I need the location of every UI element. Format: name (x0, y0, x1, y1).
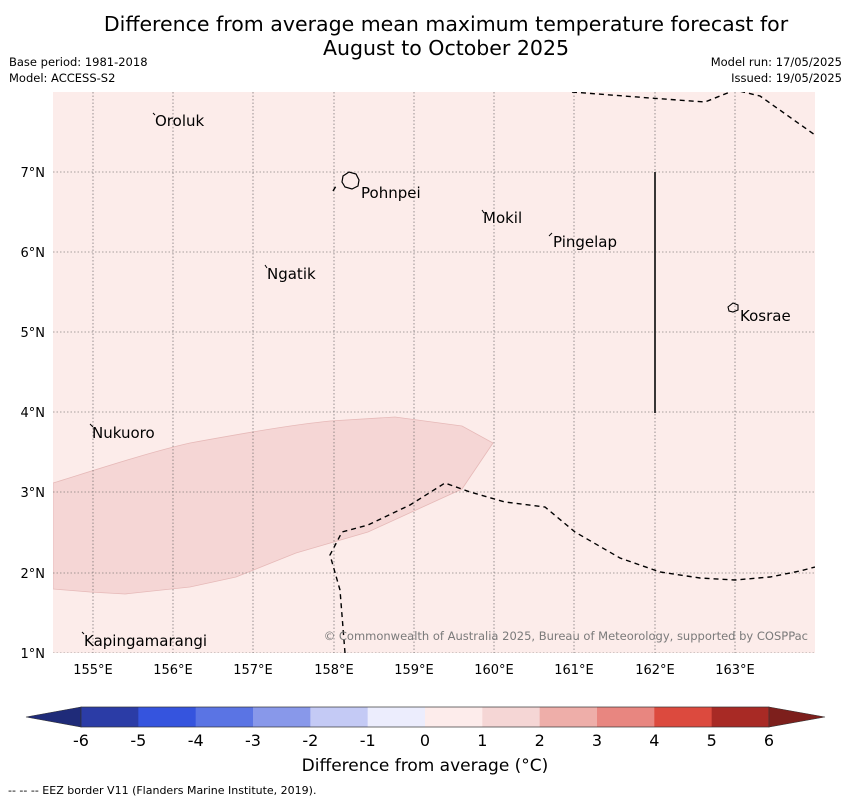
colorbar-label: Difference from average (°C) (301, 756, 549, 776)
lon-label-163e: 163°E (715, 663, 755, 678)
run-info: Model run: 17/05/2025 Issued: 19/05/2025 (711, 54, 842, 86)
lon-label-155e: 155°E (73, 663, 113, 678)
colorbar-tick-label: 0 (420, 731, 430, 750)
colorbar-tick-label: 2 (535, 731, 545, 750)
lon-label-161e: 161°E (554, 663, 594, 678)
place-pingelap: Pingelap (553, 233, 617, 251)
anomaly-region-1-to-2 (53, 416, 494, 595)
colorbar-swatch (253, 707, 311, 727)
place-nukuoro: Nukuoro (92, 424, 155, 442)
colorbar-tick-label: 6 (764, 731, 774, 750)
colorbar-tick-label: -6 (73, 731, 89, 750)
lon-label-156e: 156°E (153, 663, 193, 678)
colorbar-tick-label: -5 (130, 731, 146, 750)
lat-label-6n: 6°N (21, 246, 46, 261)
colorbar-swatch (138, 707, 197, 727)
copyright-notice: © Commonwealth of Australia 2025, Bureau… (324, 629, 808, 643)
place-ngatik: Ngatik (267, 265, 316, 283)
colorbar-swatch (81, 707, 139, 727)
lat-label-5n: 5°N (21, 326, 46, 341)
colorbar-swatch (195, 707, 254, 727)
colorbar-swatch (539, 707, 598, 727)
base-period: Base period: 1981-2018 (9, 55, 148, 69)
lon-label-157e: 157°E (233, 663, 273, 678)
lat-label-4n: 4°N (21, 406, 46, 421)
eez-borders (329, 92, 815, 653)
colorbar-tick-label: -4 (188, 731, 204, 750)
colorbar-tick-label: -1 (360, 731, 376, 750)
eez-footnote: -- -- -- EEZ border V11 (Flanders Marine… (8, 784, 317, 797)
pohnpei-island (341, 171, 360, 190)
place-pohnpei: Pohnpei (361, 184, 421, 202)
colorbar-swatch (711, 707, 770, 727)
colorbar-over-arrow (768, 706, 826, 728)
lat-label-3n: 3°N (21, 486, 46, 501)
colorbar-ticks: -6 -5 -4 -3 -2 -1 0 1 2 3 4 5 6 (73, 731, 774, 750)
colorbar-swatch (310, 707, 369, 727)
colorbar-tick-label: 4 (649, 731, 659, 750)
lon-label-160e: 160°E (474, 663, 514, 678)
lon-label-158e: 158°E (314, 663, 354, 678)
colorbar-tick-label: 3 (592, 731, 602, 750)
longitude-labels: 155°E 156°E 157°E 158°E 159°E 160°E 161°… (73, 663, 755, 678)
colorbar-swatch (425, 707, 483, 727)
colorbar-tick-label: -3 (245, 731, 261, 750)
colorbar-tick-label: 1 (477, 731, 487, 750)
atoll-markers (81, 112, 553, 635)
colorbar-tick-label: 5 (707, 731, 717, 750)
colorbar-swatch (367, 707, 426, 727)
lat-label-7n: 7°N (21, 166, 46, 181)
model-run-date: Model run: 17/05/2025 (710, 55, 842, 69)
lat-label-1n: 1°N (21, 647, 46, 662)
kosrae-island (727, 302, 739, 313)
model-name: Model: ACCESS-S2 (9, 71, 116, 85)
place-mokil: Mokil (483, 209, 522, 227)
title-line-2: August to October 2025 (322, 36, 570, 60)
issued-date: Issued: 19/05/2025 (731, 71, 842, 85)
lat-label-2n: 2°N (21, 567, 46, 582)
chart-title: Difference from average mean maximum tem… (0, 12, 850, 60)
colorbar-swatch (597, 707, 655, 727)
title-line-1: Difference from average mean maximum tem… (103, 12, 789, 36)
colorbar: -6 -5 -4 -3 -2 -1 0 1 2 3 4 5 6 (25, 706, 826, 750)
colorbar-under-arrow (25, 706, 82, 728)
latitude-labels: 7°N 6°N 5°N 4°N 3°N 2°N 1°N (21, 166, 46, 662)
place-kapingamarangi: Kapingamarangi (84, 632, 207, 650)
place-kosrae: Kosrae (740, 307, 791, 325)
place-labels: Oroluk Pohnpei Mokil Pingelap Ngatik Kos… (84, 112, 791, 650)
colorbar-swatch (654, 707, 713, 727)
lon-label-159e: 159°E (394, 663, 434, 678)
colorbar-swatch (482, 707, 541, 727)
lon-label-162e: 162°E (635, 663, 675, 678)
place-oroluk: Oroluk (155, 112, 204, 130)
colorbar-swatches (81, 707, 770, 727)
colorbar-outline (80, 706, 770, 728)
colorbar-tick-label: -2 (302, 731, 318, 750)
model-info: Base period: 1981-2018 Model: ACCESS-S2 (9, 54, 148, 86)
